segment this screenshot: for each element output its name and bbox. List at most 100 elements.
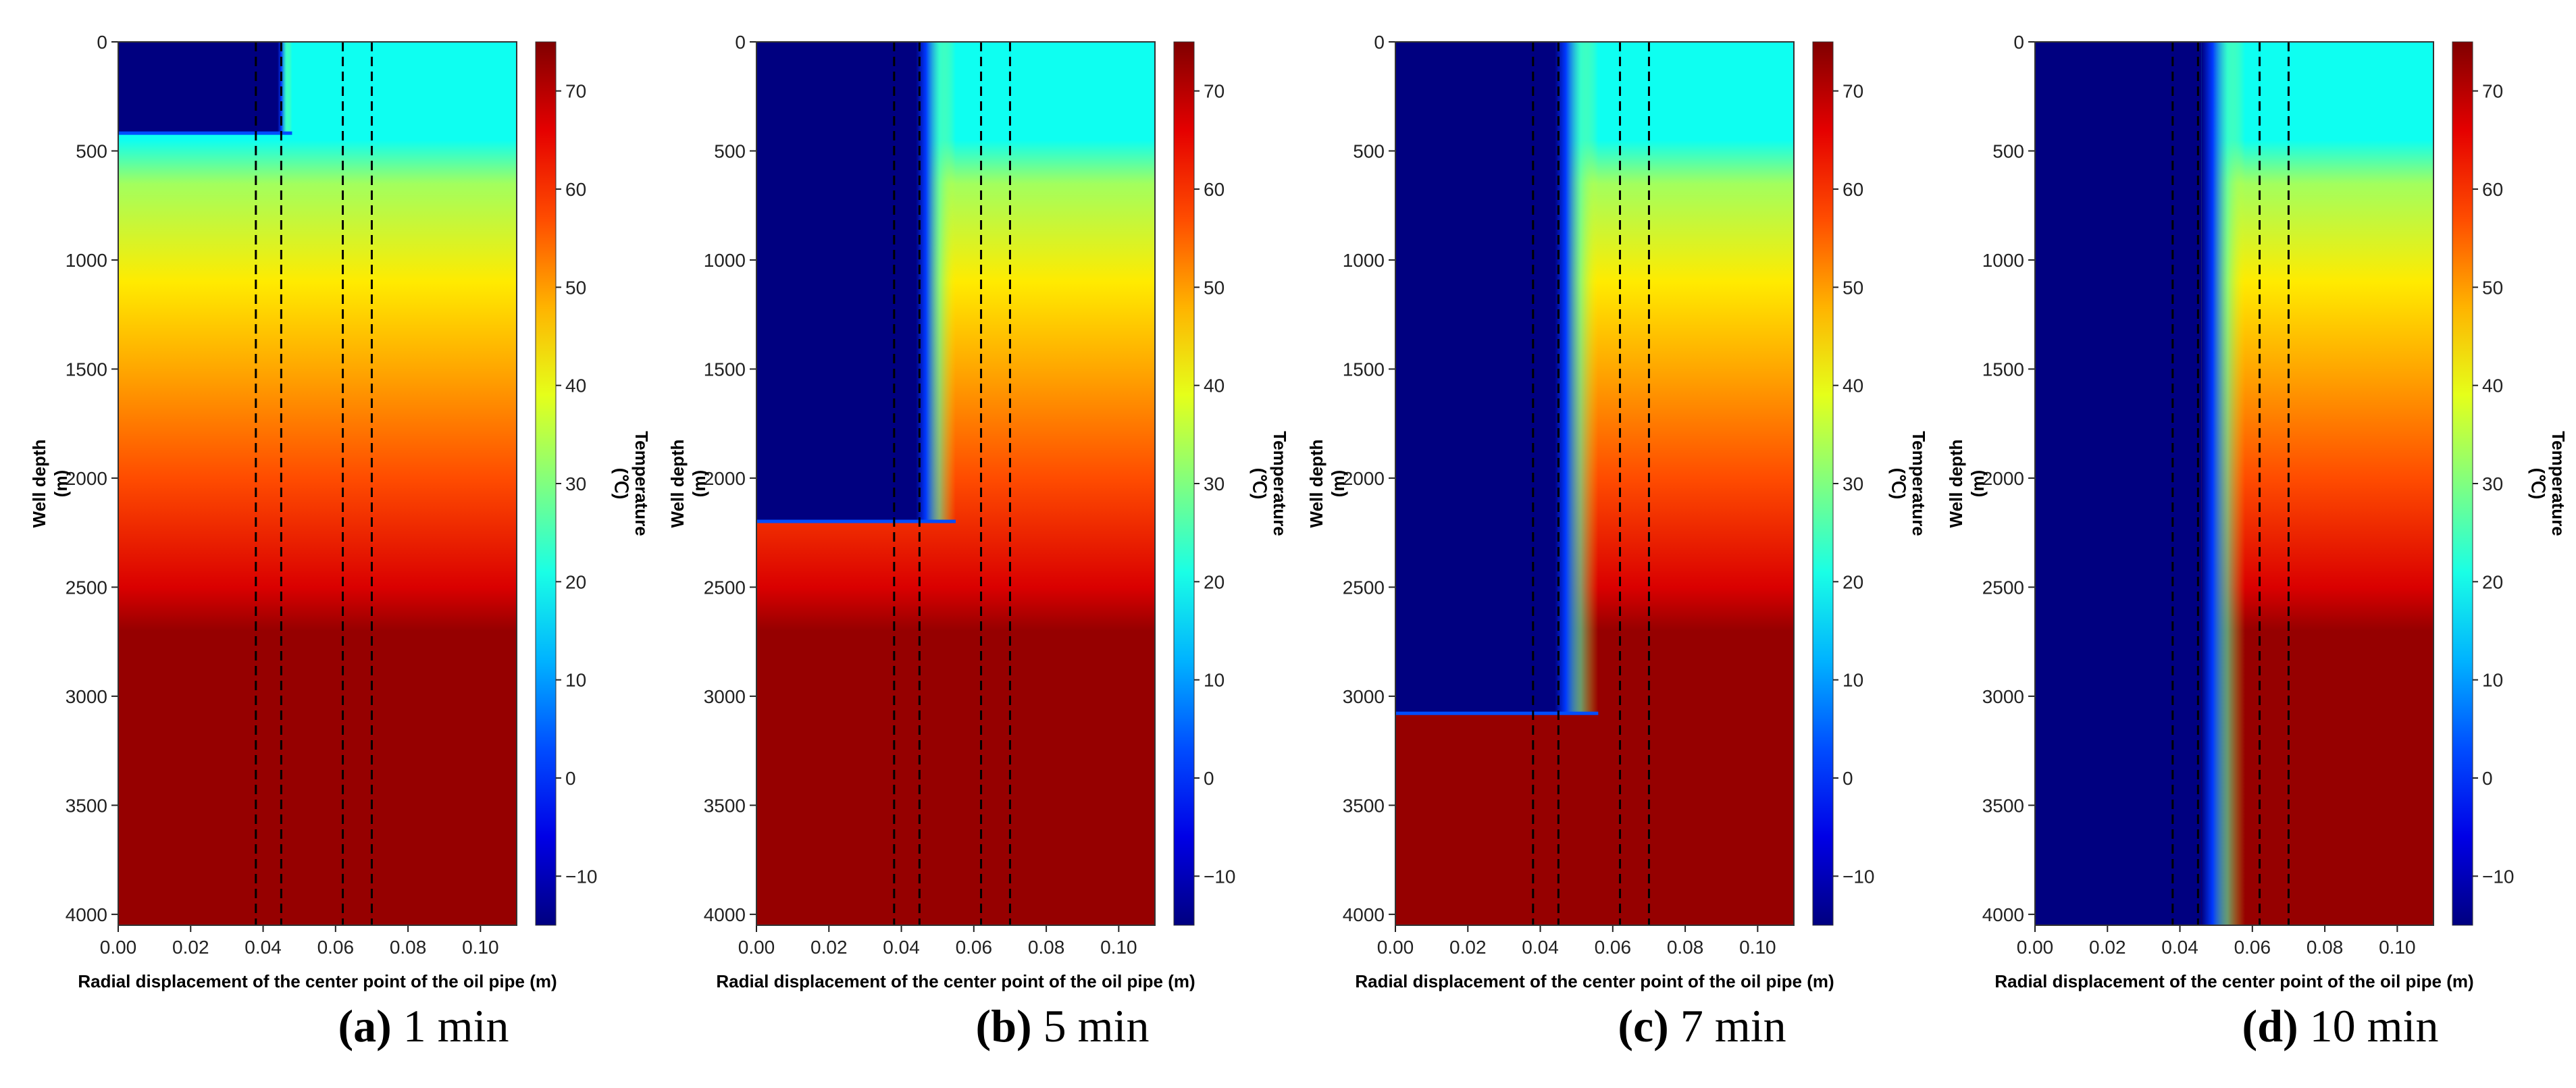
transition-zone-a bbox=[278, 42, 292, 134]
colorbar-label-d: Temperature bbox=[2548, 431, 2569, 536]
transition-zone-b bbox=[916, 42, 956, 522]
cold-zone-a bbox=[118, 42, 278, 134]
colorbar-tick-label-c-7: 60 bbox=[1843, 179, 1863, 200]
y-tick-label-c-8: 4000 bbox=[1343, 904, 1385, 925]
colorbar-tick-label-a-0: −10 bbox=[565, 866, 598, 887]
y-tick-label-d-6: 3000 bbox=[1982, 686, 2024, 707]
x-tick-label-c-0: 0.00 bbox=[1377, 937, 1414, 958]
x-tick-label-c-3: 0.06 bbox=[1595, 937, 1632, 958]
colorbar-tick-label-a-6: 50 bbox=[565, 277, 586, 298]
y-tick-label-c-3: 1500 bbox=[1343, 359, 1385, 380]
caption-c-letter: (c) bbox=[1618, 1000, 1669, 1052]
x-axis-label-c: Radial displacement of the center point … bbox=[1355, 971, 1834, 991]
x-tick-label-a-3: 0.06 bbox=[317, 937, 355, 958]
y-tick-label-b-1: 500 bbox=[714, 140, 746, 161]
y-axis-unit-a: (m) bbox=[51, 470, 71, 497]
y-tick-label-d-7: 3500 bbox=[1982, 795, 2024, 816]
x-tick-label-b-5: 0.10 bbox=[1100, 937, 1137, 958]
y-tick-label-d-5: 2500 bbox=[1982, 577, 2024, 598]
colorbar-tick-label-d-4: 30 bbox=[2482, 473, 2503, 494]
y-tick-label-d-4: 2000 bbox=[1982, 468, 2024, 489]
y-tick-label-b-4: 2000 bbox=[704, 468, 746, 489]
y-tick-label-b-2: 1000 bbox=[704, 250, 746, 271]
colorbar-tick-label-b-6: 50 bbox=[1204, 277, 1225, 298]
y-tick-label-c-5: 2500 bbox=[1343, 577, 1385, 598]
caption-d: (d) 10 min bbox=[2171, 1000, 2509, 1053]
cold-zone-b bbox=[756, 42, 916, 522]
colorbar-unit-d: (℃) bbox=[2528, 468, 2548, 500]
y-tick-label-a-0: 0 bbox=[97, 32, 107, 53]
colorbar-tick-label-d-6: 50 bbox=[2482, 277, 2503, 298]
colorbar-tick-label-d-5: 40 bbox=[2482, 375, 2503, 396]
y-tick-label-c-2: 1000 bbox=[1343, 250, 1385, 271]
x-tick-label-b-0: 0.00 bbox=[738, 937, 775, 958]
x-tick-label-a-2: 0.04 bbox=[244, 937, 282, 958]
x-tick-label-c-4: 0.08 bbox=[1667, 937, 1704, 958]
colorbar-tick-label-b-4: 30 bbox=[1204, 473, 1225, 494]
x-tick-label-d-4: 0.08 bbox=[2307, 937, 2344, 958]
y-tick-label-d-2: 1000 bbox=[1982, 250, 2024, 271]
x-tick-label-a-0: 0.00 bbox=[100, 937, 137, 958]
y-tick-label-c-0: 0 bbox=[1374, 32, 1385, 53]
colorbar-c bbox=[1812, 41, 1834, 926]
panel-c: 0.00 0.02 0.04 0.06 0.08 0.100500100015002000… bbox=[1306, 32, 1929, 991]
x-tick-label-c-1: 0.02 bbox=[1449, 937, 1487, 958]
y-tick-label-b-8: 4000 bbox=[704, 904, 746, 925]
colorbar-tick-label-b-2: 10 bbox=[1204, 670, 1225, 691]
temperature-field-a bbox=[118, 42, 517, 925]
x-tick-label-c-2: 0.04 bbox=[1522, 937, 1559, 958]
caption-d-letter: (d) bbox=[2242, 1000, 2298, 1052]
y-tick-label-d-3: 1500 bbox=[1982, 359, 2024, 380]
colorbar-unit-b: (℃) bbox=[1250, 468, 1270, 500]
y-tick-label-d-1: 500 bbox=[1992, 140, 2024, 161]
colorbar-tick-label-c-0: −10 bbox=[1843, 866, 1875, 887]
panel-d: 0.00 0.02 0.04 0.06 0.08 0.100500100015002000… bbox=[1946, 32, 2569, 991]
cold-front-line-b bbox=[756, 519, 956, 523]
x-tick-label-d-5: 0.10 bbox=[2379, 937, 2416, 958]
y-tick-label-b-5: 2500 bbox=[704, 577, 746, 598]
caption-b-time: 5 min bbox=[1031, 1000, 1150, 1052]
panel-b: 0.00 0.02 0.04 0.06 0.08 0.100500100015002000… bbox=[667, 32, 1290, 991]
x-tick-label-d-1: 0.02 bbox=[2089, 937, 2126, 958]
colorbar-tick-label-d-2: 10 bbox=[2482, 670, 2503, 691]
y-axis-label-c: Well depth bbox=[1306, 440, 1326, 528]
x-tick-label-b-4: 0.08 bbox=[1028, 937, 1065, 958]
cold-zone-c bbox=[1395, 42, 1555, 714]
x-axis-label-b: Radial displacement of the center point … bbox=[716, 971, 1195, 991]
caption-d-time: 10 min bbox=[2298, 1000, 2439, 1052]
colorbar-tick-label-c-2: 10 bbox=[1843, 670, 1863, 691]
x-tick-label-a-1: 0.02 bbox=[172, 937, 209, 958]
colorbar-tick-label-a-8: 70 bbox=[565, 81, 586, 102]
plot-frame-a bbox=[118, 41, 517, 926]
y-axis-label-b: Well depth bbox=[667, 440, 688, 528]
colorbar-tick-label-a-1: 0 bbox=[565, 768, 576, 789]
y-tick-label-b-3: 1500 bbox=[704, 359, 746, 380]
y-tick-label-a-2: 1000 bbox=[66, 250, 107, 271]
cold-zone-d bbox=[2035, 42, 2202, 925]
colorbar-tick-label-a-2: 10 bbox=[565, 670, 586, 691]
y-tick-label-a-5: 2500 bbox=[66, 577, 107, 598]
colorbar-unit-c: (℃) bbox=[1888, 468, 1909, 500]
cold-front-line-c bbox=[1395, 711, 1599, 715]
y-tick-label-a-6: 3000 bbox=[66, 686, 107, 707]
colorbar-label-a: Temperature bbox=[632, 431, 652, 536]
y-tick-label-b-0: 0 bbox=[735, 32, 746, 53]
colorbar-tick-label-c-4: 30 bbox=[1843, 473, 1863, 494]
caption-a: (a) 1 min bbox=[255, 1000, 592, 1053]
y-tick-label-d-8: 4000 bbox=[1982, 904, 2024, 925]
x-tick-label-b-3: 0.06 bbox=[956, 937, 993, 958]
panel-a: 0.00 0.02 0.04 0.06 0.08 0.100500100015002000… bbox=[29, 32, 652, 991]
y-tick-label-a-1: 500 bbox=[76, 140, 107, 161]
colorbar-tick-label-b-5: 40 bbox=[1204, 375, 1225, 396]
caption-c: (c) 7 min bbox=[1533, 1000, 1871, 1053]
caption-b-letter: (b) bbox=[975, 1000, 1032, 1052]
colorbar-label-c: Temperature bbox=[1909, 431, 1929, 536]
colorbar-d bbox=[2452, 41, 2473, 926]
transition-zone-d bbox=[2201, 42, 2246, 925]
plot-frame-c bbox=[1395, 41, 1795, 926]
x-tick-label-a-5: 0.10 bbox=[462, 937, 499, 958]
colorbar-tick-label-b-7: 60 bbox=[1204, 179, 1225, 200]
colorbar-tick-label-d-8: 70 bbox=[2482, 81, 2503, 102]
x-tick-label-b-2: 0.04 bbox=[883, 937, 920, 958]
colorbar-tick-label-a-5: 40 bbox=[565, 375, 586, 396]
